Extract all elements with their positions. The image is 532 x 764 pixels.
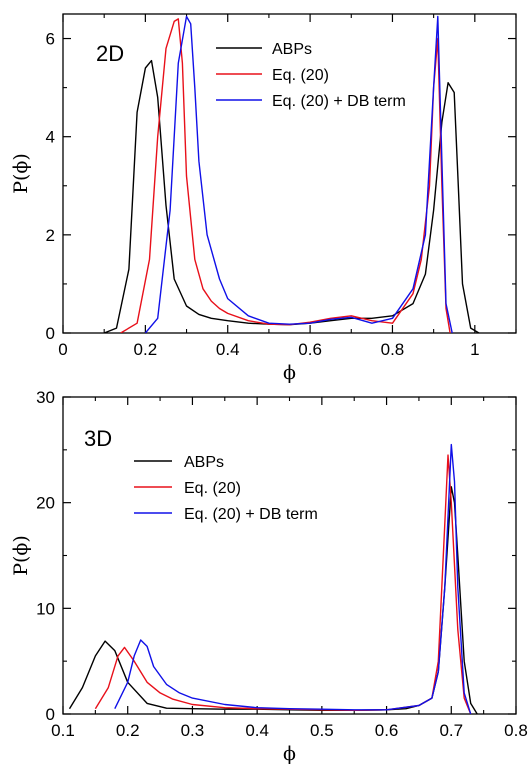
x-axis-label: ϕ xyxy=(283,362,296,384)
x-tick-label: 0.8 xyxy=(381,340,405,359)
x-tick-label: 0.3 xyxy=(181,721,205,740)
x-tick-label: 1 xyxy=(470,340,479,359)
y-axis-label: P(ϕ) xyxy=(10,535,32,576)
legend-entry-label: Eq. (20) + DB term xyxy=(272,93,406,110)
legend-entry-label: ABPs xyxy=(184,454,224,471)
x-tick-label: 0.6 xyxy=(298,340,322,359)
legend-entry-label: Eq. (20) + DB term xyxy=(184,506,318,523)
series-line-eq-20 xyxy=(94,454,472,714)
x-tick-label: 0 xyxy=(58,340,67,359)
series-line-eq-20-db-term xyxy=(144,15,453,333)
x-tick-label: 0.6 xyxy=(375,721,399,740)
y-tick-label: 0 xyxy=(46,705,55,724)
y-tick-label: 2 xyxy=(46,226,55,245)
legend: ABPs Eq. (20) Eq. (20) + DB term xyxy=(216,41,406,110)
x-tick-label: 0.5 xyxy=(310,721,334,740)
legend-entry-label: Eq. (20) xyxy=(272,67,329,84)
y-tick-label: 0 xyxy=(46,324,55,343)
legend: ABPs Eq. (20) Eq. (20) + DB term xyxy=(134,454,318,523)
series-line-eq-20 xyxy=(120,18,451,333)
x-tick-label: 0.4 xyxy=(216,340,240,359)
x-tick-label: 0.2 xyxy=(116,721,140,740)
x-tick-label: 0.8 xyxy=(504,721,528,740)
panel-label: 2D xyxy=(96,41,124,66)
y-tick-label: 4 xyxy=(46,128,55,147)
plot-frame xyxy=(62,13,517,334)
panel-label: 3D xyxy=(84,426,112,451)
legend-entry-label: ABPs xyxy=(272,41,312,58)
chart-panel-3d: 0.1 0.2 0.3 0.4 0.5 0.6 0.7 0.8 0 10 20 30 ϕ P(ϕ) 3D AB… xyxy=(10,388,528,764)
y-tick-label: 6 xyxy=(46,30,55,49)
y-tick-label: 30 xyxy=(36,388,55,407)
y-tick-label: 10 xyxy=(36,599,55,618)
series-line-eq-20-db-term xyxy=(114,443,472,714)
x-axis-label: ϕ xyxy=(283,743,296,764)
x-tick-label: 0.7 xyxy=(439,721,463,740)
y-tick-label: 20 xyxy=(36,494,55,513)
legend-entry-label: Eq. (20) xyxy=(184,480,241,497)
chart-panel-2d: 0 0.2 0.4 0.6 0.8 1 0 2 4 6 ϕ P(ϕ) 2D ABPs Eq. (20) Eq.… xyxy=(10,13,517,384)
y-axis-label: P(ϕ) xyxy=(10,153,32,194)
x-tick-label: 0.1 xyxy=(51,721,75,740)
x-tick-label: 0.4 xyxy=(245,721,269,740)
x-tick-label: 0.2 xyxy=(134,340,158,359)
